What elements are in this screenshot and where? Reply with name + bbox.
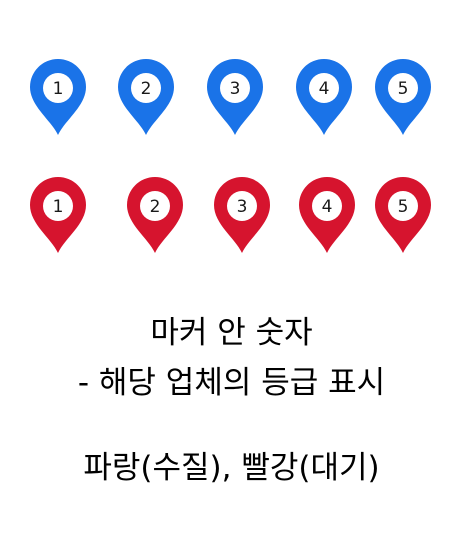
marker-badge [312,191,342,221]
blue-map-pin-icon: 1 [30,59,86,135]
red-map-pin-icon: 5 [375,177,431,253]
marker-number: 1 [53,197,64,217]
red-map-pin-icon: 1 [30,177,86,253]
marker-number: 5 [398,79,409,99]
caption-line-grade-display: - 해당 업체의 등급 표시 [77,365,386,401]
marker-badge [43,73,73,103]
blue-map-pin-icon: 2 [118,59,174,135]
blue-marker-2: 2 [117,58,175,136]
marker-number: 2 [150,197,161,217]
blue-marker-3: 3 [206,58,264,136]
marker-number: 4 [322,197,333,217]
marker-number: 1 [53,79,64,99]
marker-badge [140,191,170,221]
blue-marker-1: 1 [29,58,87,136]
marker-number: 2 [141,79,152,99]
red-map-pin-icon: 3 [214,177,270,253]
blue-marker-4: 4 [295,58,353,136]
marker-number: 4 [319,79,330,99]
marker-badge [43,191,73,221]
blue-map-pin-icon: 3 [207,59,263,135]
marker-badge [309,73,339,103]
red-map-pin-icon: 4 [299,177,355,253]
blue-marker-5: 5 [374,58,432,136]
marker-badge [388,191,418,221]
red-marker-1: 1 [29,176,87,254]
blue-map-pin-icon: 5 [375,59,431,135]
marker-badge [131,73,161,103]
marker-number: 5 [398,197,409,217]
red-marker-3: 3 [213,176,271,254]
red-map-pin-icon: 2 [127,177,183,253]
marker-badge [388,73,418,103]
red-marker-4: 4 [298,176,356,254]
marker-badge [227,191,257,221]
red-marker-5: 5 [374,176,432,254]
blue-map-pin-icon: 4 [296,59,352,135]
marker-badge [220,73,250,103]
red-marker-2: 2 [126,176,184,254]
caption-line-color-legend: 파랑(수질), 빨강(대기) [83,450,380,486]
caption-line-marker-number: 마커 안 숫자 [150,315,313,351]
marker-number: 3 [237,197,248,217]
marker-number: 3 [230,79,241,99]
